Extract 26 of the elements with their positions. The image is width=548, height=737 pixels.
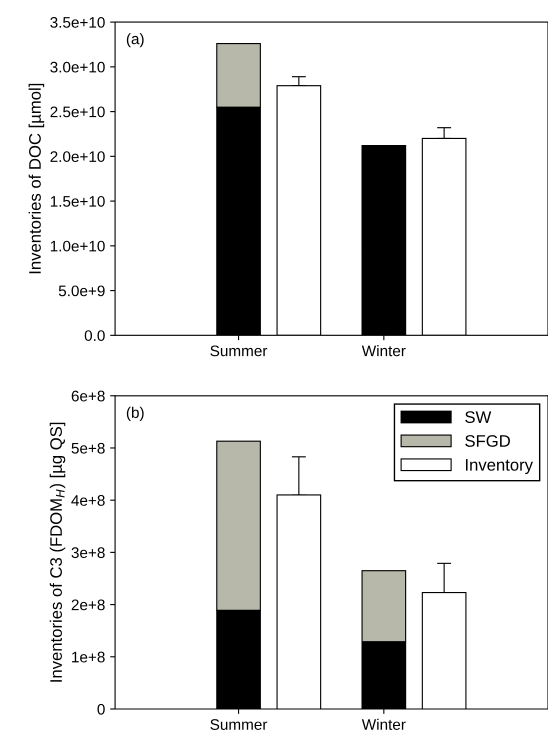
y-tick-label: 1.5e+10	[50, 196, 105, 207]
x-tick-label: Summer	[210, 345, 268, 356]
y-tick-label: 5e+8	[72, 442, 105, 454]
y-tick-label: 3.0e+10	[50, 62, 105, 73]
y-tick-label: 1e+8	[72, 652, 105, 662]
text: (a)	[126, 33, 144, 48]
x-tick-label: Summer	[210, 719, 268, 730]
y-tick-label: 2.5e+10	[50, 106, 105, 118]
y-tick-label: 2e+8	[72, 599, 105, 610]
y-tick-label: 2.0e+10	[50, 151, 105, 162]
legend-label: SW	[465, 411, 492, 424]
y-tick-label: 1.0e+10	[50, 240, 105, 252]
y-tick-label: 3.5e+10	[50, 16, 105, 28]
text: (b)	[126, 406, 144, 421]
y-axis-title: Inventories of DOC [µmol]	[28, 84, 44, 274]
y-tick-label: 5.0e+9	[58, 285, 105, 296]
legend-label: SFGD	[465, 435, 510, 447]
y-tick-label: 4e+8	[71, 495, 105, 506]
x-tick-label: Winter	[362, 345, 406, 356]
y-axis-title: Inventories of C3 (FDOM$_{H}$) [µg QS]	[50, 422, 66, 682]
x-tick-label: Winter	[362, 718, 406, 730]
y-tick-label: 3e+8	[72, 547, 105, 558]
y-tick-label: 0.0	[84, 330, 105, 342]
y-tick-label: 6e+8	[72, 390, 105, 402]
legend-label: Inventory	[466, 459, 533, 474]
y-tick-label: 0	[97, 704, 105, 715]
